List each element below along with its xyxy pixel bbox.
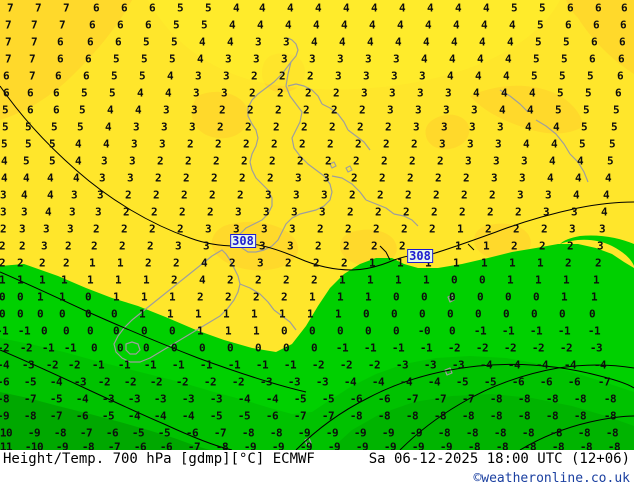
contour-308-tick — [467, 243, 475, 251]
contour-308-mid — [251, 243, 411, 271]
chart-timestamp: Sa 06-12-2025 18:00 UTC (12+06) — [368, 451, 630, 467]
contour-308-right — [431, 201, 634, 255]
temperature-band-gold-mid-left — [425, 114, 470, 150]
temperature-band-dark-green — [0, 392, 210, 450]
contour-lower-right-b — [295, 363, 634, 450]
temperature-band-bright-yellow — [148, 0, 560, 90]
contour-lower-left-a — [0, 271, 307, 393]
contour-label: 308 — [407, 249, 433, 263]
contour-right-edge — [519, 415, 634, 450]
contour-label: 308 — [230, 234, 256, 248]
temperature-band-gold-upper-right — [566, 0, 634, 74]
geopotential-contour-layer — [0, 85, 634, 450]
contour-lower-left-b — [0, 349, 233, 450]
coastline-layer — [113, 37, 589, 446]
temperature-band-gold-upper-left — [0, 0, 132, 120]
temperature-band-gold-right-mid — [474, 223, 531, 260]
contour-lower-right-a — [399, 364, 634, 450]
temperature-band-gold-mid-right — [470, 85, 584, 134]
temperature-band-green-right-tongue — [560, 235, 634, 266]
contour-308-upper-left — [0, 85, 237, 247]
temperature-band-dark-green-bottom-right — [330, 394, 634, 450]
contour-308-branch — [379, 245, 391, 261]
temperature-band-gold-left-upper — [192, 91, 249, 139]
chart-title: Height/Temp. 700 hPa [gdmp][°C] ECMWF — [3, 451, 315, 467]
copyright-notice[interactable]: ©weatheronline.co.uk — [473, 471, 630, 486]
footer-bar: Height/Temp. 700 hPa [gdmp][°C] ECMWF Sa… — [0, 450, 634, 490]
map-graphics-layer — [0, 0, 634, 450]
temperature-band-gold-low-right — [340, 229, 397, 266]
